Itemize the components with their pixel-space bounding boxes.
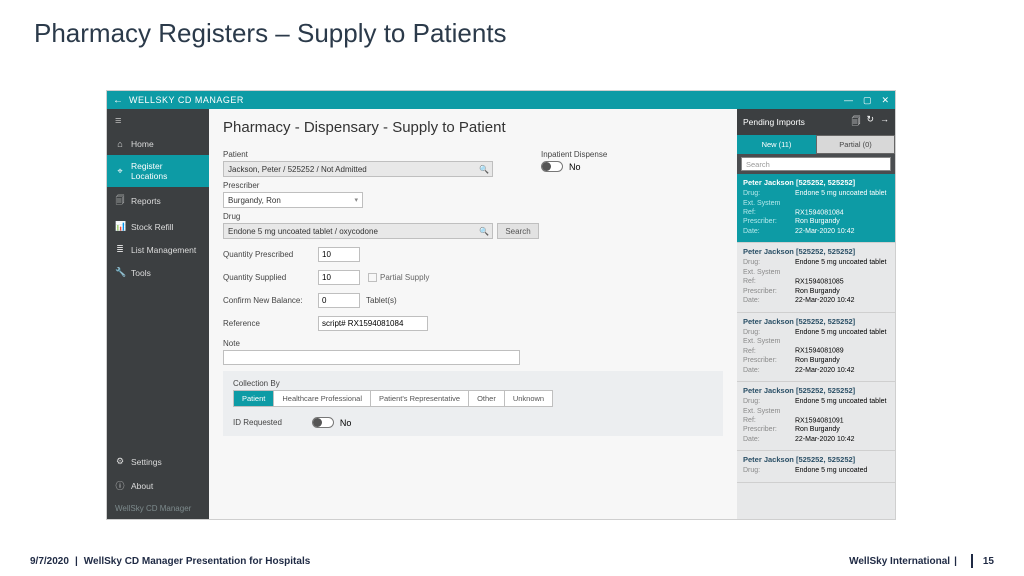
prescriber-label: Prescriber [223,181,723,190]
sidebar-item-label: Home [131,139,154,149]
page-title: Pharmacy - Dispensary - Supply to Patien… [223,119,723,136]
pending-list: Peter Jackson [525252, 525252]Drug:Endon… [737,174,895,519]
id-requested-value: No [340,418,352,428]
sidebar: ≡ ⌂ Home ⌖ Register Locations 🗐 Reports … [107,109,209,519]
tab-partial[interactable]: Partial (0) [816,135,895,154]
sidebar-item-reports[interactable]: 🗐 Reports [107,187,209,215]
inpatient-value: No [569,162,581,172]
qty-supplied-label: Quantity Supplied [223,273,318,282]
seg-patient[interactable]: Patient [234,391,274,406]
main-content: Pharmacy - Dispensary - Supply to Patien… [209,109,737,519]
home-icon: ⌂ [115,139,125,149]
tablets-label: Tablet(s) [366,296,397,305]
qty-supplied-input[interactable]: 10 [318,270,360,285]
patient-value: Jackson, Peter / 525252 / Not Admitted [228,165,367,174]
sidebar-item-label: Settings [131,457,162,467]
sidebar-item-about[interactable]: ⓘ About [107,473,209,498]
pending-card[interactable]: Peter Jackson [525252, 525252]Drug:Endon… [737,313,895,382]
pending-card[interactable]: Peter Jackson [525252, 525252]Drug:Endon… [737,451,895,483]
app-window: ← WELLSKY CD MANAGER — ▢ ✕ ≡ ⌂ Home ⌖ Re… [106,90,896,520]
sidebar-item-label: About [131,481,153,491]
seg-other[interactable]: Other [469,391,505,406]
seg-healthcare-professional[interactable]: Healthcare Professional [274,391,371,406]
collection-label: Collection By [233,379,713,388]
maximize-icon[interactable]: ▢ [863,95,872,106]
collection-segmented: Patient Healthcare Professional Patient'… [233,390,553,407]
pending-imports-panel: Pending Imports 🗐 ↻ → New (11) Partial (… [737,109,895,519]
slide-footer: 9/7/2020 | WellSky CD Manager Presentati… [0,546,1024,576]
confirm-balance-input[interactable]: 0 [318,293,360,308]
reports-icon: 🗐 [115,193,125,209]
search-icon[interactable]: 🔍 [479,227,489,236]
search-button[interactable]: Search [497,223,539,239]
seg-patients-representative[interactable]: Patient's Representative [371,391,469,406]
list-icon: ≣ [115,244,125,255]
sidebar-item-label: Register Locations [131,161,201,181]
brand-label: WellSky CD Manager [107,498,209,519]
footer-desc: WellSky CD Manager Presentation for Hosp… [84,556,311,567]
sidebar-item-label: Tools [131,268,151,278]
copy-icon[interactable]: 🗐 [851,114,860,130]
sidebar-item-label: Reports [131,196,161,206]
pending-card[interactable]: Peter Jackson [525252, 525252]Drug:Endon… [737,243,895,312]
inpatient-label: Inpatient Dispense [541,150,607,159]
refresh-icon[interactable]: ↻ [866,114,874,130]
drug-label: Drug [223,212,723,221]
footer-page: 15 [983,556,994,567]
sidebar-item-register-locations[interactable]: ⌖ Register Locations [107,155,209,187]
gear-icon: ⚙ [115,456,125,467]
sidebar-item-home[interactable]: ⌂ Home [107,133,209,155]
pending-card[interactable]: Peter Jackson [525252, 525252]Drug:Endon… [737,382,895,451]
reference-label: Reference [223,319,318,328]
sidebar-item-stock-refill[interactable]: 📊 Stock Refill [107,215,209,238]
sidebar-item-label: List Management [131,245,196,255]
seg-unknown[interactable]: Unknown [505,391,552,406]
confirm-balance-label: Confirm New Balance: [223,296,318,305]
inpatient-toggle[interactable]: No [541,161,607,172]
tools-icon: 🔧 [115,267,125,278]
partial-supply-checkbox[interactable] [368,273,377,282]
qty-prescribed-label: Quantity Prescribed [223,250,318,259]
hamburger-icon[interactable]: ≡ [107,109,209,133]
prescriber-value: Burgandy, Ron [228,196,281,205]
patient-input[interactable]: Jackson, Peter / 525252 / Not Admitted 🔍 [223,161,493,177]
pending-card[interactable]: Peter Jackson [525252, 525252]Drug:Endon… [737,174,895,243]
sidebar-item-settings[interactable]: ⚙ Settings [107,450,209,473]
tab-new[interactable]: New (11) [737,135,816,154]
stock-icon: 📊 [115,221,125,232]
note-label: Note [223,339,723,348]
id-requested-toggle[interactable]: No [312,417,352,428]
reference-input[interactable]: script# RX1594081084 [318,316,428,331]
collection-panel: Collection By Patient Healthcare Profess… [223,371,723,436]
window-title: WELLSKY CD MANAGER [129,95,244,105]
drug-input[interactable]: Endone 5 mg uncoated tablet / oxycodone … [223,223,493,239]
search-icon[interactable]: 🔍 [479,165,489,174]
close-icon[interactable]: ✕ [881,95,889,106]
id-requested-label: ID Requested [233,418,282,427]
patient-label: Patient [223,150,493,159]
footer-company: WellSky International [849,556,950,567]
footer-date: 9/7/2020 [30,556,69,567]
sidebar-item-label: Stock Refill [131,222,174,232]
sidebar-item-tools[interactable]: 🔧 Tools [107,261,209,284]
prescriber-dropdown[interactable]: Burgandy, Ron [223,192,363,208]
next-icon[interactable]: → [880,114,889,130]
titlebar: ← WELLSKY CD MANAGER — ▢ ✕ [107,91,895,109]
note-input[interactable] [223,350,520,365]
sidebar-item-list-management[interactable]: ≣ List Management [107,238,209,261]
slide-title: Pharmacy Registers – Supply to Patients [0,0,1024,59]
location-icon: ⌖ [115,166,125,177]
back-arrow-icon[interactable]: ← [113,95,123,106]
pending-imports-title: Pending Imports [743,117,805,127]
pending-search-input[interactable]: Search [741,157,891,171]
qty-prescribed-input[interactable]: 10 [318,247,360,262]
drug-value: Endone 5 mg uncoated tablet / oxycodone [228,227,378,236]
info-icon: ⓘ [115,479,125,492]
partial-supply-label: Partial Supply [380,273,429,282]
pending-imports-header: Pending Imports 🗐 ↻ → [737,109,895,135]
minimize-icon[interactable]: — [844,95,853,106]
